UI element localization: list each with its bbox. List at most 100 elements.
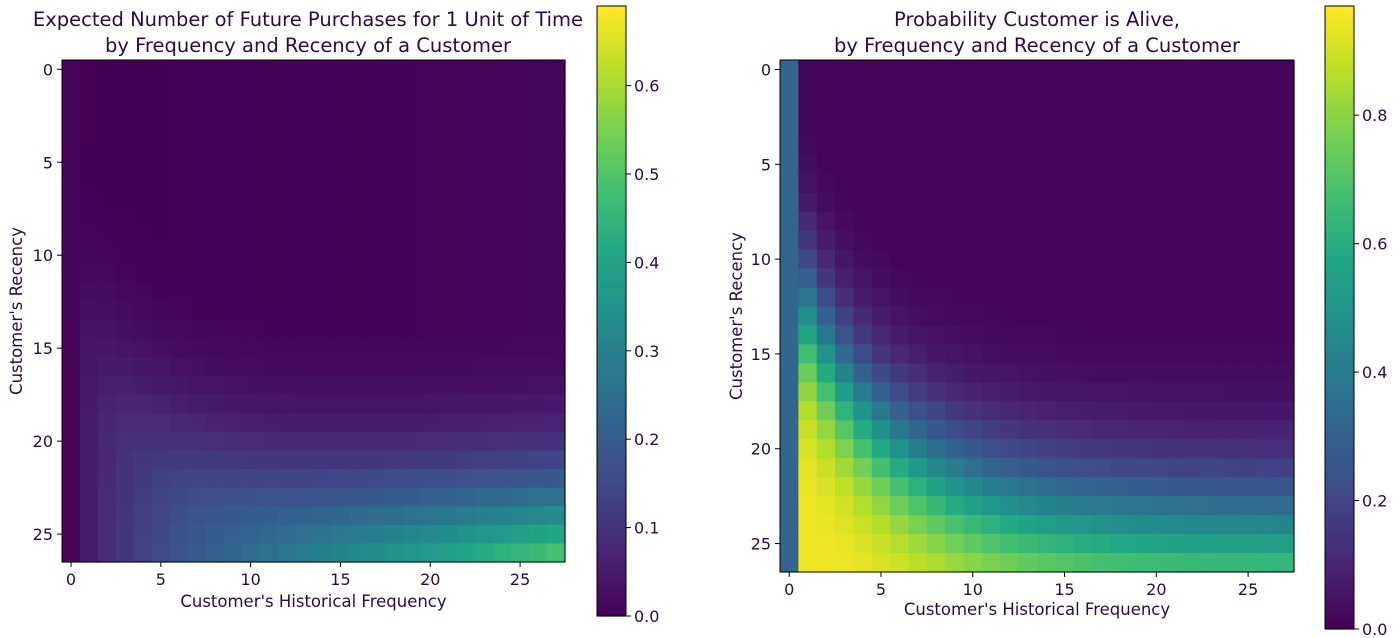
heatmap-cell <box>871 420 891 440</box>
heatmap-cell <box>1128 325 1148 346</box>
heatmap-cell <box>1165 78 1185 99</box>
colorbar-tick-label: 0.6 <box>1362 235 1387 254</box>
heatmap-cell <box>1275 439 1295 459</box>
heatmap-cell <box>133 376 153 396</box>
heatmap-cell <box>205 97 225 117</box>
heatmap-cell <box>1165 458 1185 478</box>
heatmap-cell <box>493 115 512 135</box>
heatmap-cell <box>1092 363 1112 383</box>
heatmap-cell <box>853 306 873 327</box>
heatmap-cell <box>963 60 983 80</box>
heatmap-cell <box>853 230 873 251</box>
heatmap-cell <box>890 534 910 554</box>
colorbar-segment <box>1325 421 1354 428</box>
heatmap-cell <box>908 534 928 554</box>
heatmap-cell <box>133 190 153 210</box>
heatmap-cell <box>1183 230 1203 251</box>
heatmap-cell <box>457 78 476 98</box>
heatmap-cell <box>331 543 351 563</box>
colorbar-segment <box>1325 582 1354 589</box>
colorbar-segment <box>597 300 626 307</box>
heatmap-cell <box>187 450 207 470</box>
heatmap-cell <box>259 245 279 266</box>
heatmap-cell <box>835 496 855 516</box>
heatmap-cell <box>926 439 946 459</box>
heatmap-cell <box>1147 306 1167 327</box>
colorbar-segment <box>597 575 626 582</box>
heatmap-cell <box>259 283 279 303</box>
heatmap-cell <box>511 376 530 396</box>
heatmap-cell <box>1110 515 1130 535</box>
heatmap-cell <box>908 287 928 308</box>
colorbar-segment <box>597 560 626 566</box>
heatmap-cell <box>187 245 207 266</box>
heatmap-cell <box>1037 211 1056 232</box>
heatmap-cell <box>816 268 836 289</box>
heatmap-cell <box>349 376 368 396</box>
heatmap-cell <box>1183 192 1203 213</box>
heatmap-cell <box>115 78 135 98</box>
heatmap-cell <box>853 515 873 535</box>
heatmap-cell <box>1018 230 1038 251</box>
heatmap-cell <box>475 357 494 377</box>
heatmap-cell <box>780 78 799 99</box>
heatmap-cell <box>871 363 891 383</box>
heatmap-cell <box>1110 211 1130 232</box>
heatmap-cell <box>403 431 422 452</box>
heatmap-cell <box>493 171 512 191</box>
heatmap-cell <box>1257 249 1277 270</box>
heatmap-cell <box>62 357 81 377</box>
heatmap-cell <box>798 249 818 270</box>
heatmap-cell <box>205 524 225 544</box>
heatmap-cell <box>798 154 818 175</box>
heatmap-cell <box>816 60 836 80</box>
heatmap-cell <box>169 357 189 377</box>
heatmap-cell <box>816 553 836 573</box>
heatmap-cell <box>926 268 946 289</box>
heatmap-cell <box>1110 553 1130 573</box>
heatmap-cell <box>277 431 297 452</box>
heatmap-cell <box>187 431 207 452</box>
colorbar-segment <box>597 82 626 88</box>
heatmap-cell <box>97 115 117 135</box>
heatmap-cell <box>421 60 440 80</box>
heatmap-cell <box>493 376 512 396</box>
heatmap-cell <box>835 78 855 99</box>
heatmap-cell <box>169 487 189 507</box>
heatmap-cell <box>1220 211 1240 232</box>
heatmap-cell <box>816 363 836 383</box>
heatmap-cell <box>908 325 928 346</box>
colorbar-segment <box>597 26 626 33</box>
heatmap-cell <box>908 211 928 232</box>
heatmap-cell <box>151 376 171 396</box>
heatmap-cell <box>981 192 1001 213</box>
heatmap-cell <box>403 190 422 210</box>
heatmap-cell <box>529 376 548 396</box>
heatmap-cell <box>1183 496 1203 516</box>
heatmap-cell <box>277 60 297 80</box>
heatmap-cell <box>1055 496 1075 516</box>
heatmap-cell <box>79 264 99 284</box>
heatmap-cells <box>62 60 566 563</box>
heatmap-cell <box>79 115 99 135</box>
heatmap-cell <box>277 450 297 470</box>
colorbar-segment <box>1325 151 1354 158</box>
colorbar-segment <box>1325 11 1354 17</box>
heatmap-cell <box>1037 401 1056 421</box>
heatmap-cell <box>331 115 351 135</box>
heatmap-cell <box>511 152 530 173</box>
x-tick-label: 5 <box>156 570 166 589</box>
heatmap-cell <box>1073 325 1093 346</box>
heatmap-cell <box>133 413 153 433</box>
heatmap-cell <box>259 413 279 433</box>
heatmap-cell <box>367 320 386 340</box>
heatmap-cell <box>151 357 171 377</box>
heatmap-cell <box>241 394 261 414</box>
heatmap-cell <box>529 524 548 544</box>
colorbar-segment <box>1325 26 1354 33</box>
heatmap-cell <box>1092 230 1112 251</box>
heatmap-cell <box>1257 477 1277 497</box>
heatmap-cell <box>115 431 135 452</box>
colorbar-segment <box>1325 369 1354 376</box>
